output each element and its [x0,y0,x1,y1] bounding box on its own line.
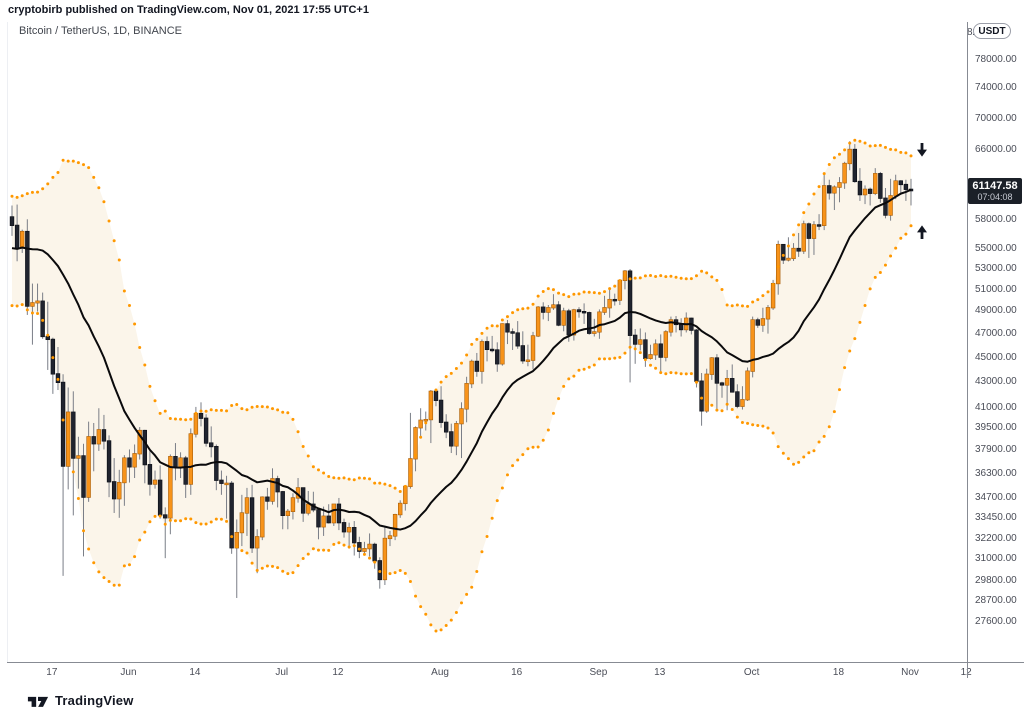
time-tick-label: 12 [332,667,344,678]
price-tick-label: 36300.00 [975,467,1017,479]
time-tick-label: 17 [46,667,58,678]
tradingview-logo-text: TradingView [55,693,134,708]
last-price-badge: 61147.58 07:04:08 [968,177,1022,204]
currency-toggle[interactable]: USDT [973,23,1011,39]
price-tick-label: 41000.00 [975,401,1017,413]
time-tick-label: 13 [654,667,666,678]
price-tick-label: 39500.00 [975,422,1017,434]
time-tick-label: 18 [832,667,845,678]
price-axis-separator [967,22,968,678]
chart-canvas[interactable] [8,22,968,662]
time-tick-label: 14 [189,667,201,678]
time-tick-label: Jun [120,667,137,678]
time-tick-label: Aug [431,667,449,678]
arrow-up-icon [914,224,930,240]
price-tick-label: 43000.00 [975,376,1017,388]
publish-attribution: cryptobirb published on TradingView.com,… [8,4,369,16]
price-tick-label: 49000.00 [975,305,1017,317]
price-axis[interactable]: USDT 61147.58 07:04:08 82000.0078000.007… [967,22,1024,662]
price-tick-label: 31000.00 [975,553,1017,565]
time-tick-label: Oct [743,667,760,678]
last-price: 61147.58 [972,179,1018,192]
tradingview-logo[interactable]: TradingView [27,693,134,708]
price-tick-label: 58000.00 [975,214,1017,226]
price-tick-label: 34700.00 [975,492,1017,504]
time-tick-label: Jul [275,667,289,678]
price-tick-label: 33450.00 [975,512,1017,523]
price-tick-label: 66000.00 [975,144,1017,156]
price-tick-label: 28700.00 [975,594,1017,606]
tradingview-logo-icon [27,696,49,707]
time-tick-label: Nov [901,667,919,678]
chart-pane[interactable]: Bitcoin / TetherUS, 1D, BINANCE [7,22,968,662]
time-tick-label: Sep [589,667,608,678]
price-tick-label: 27600.00 [975,616,1017,627]
price-tick-label: 45000.00 [975,351,1017,363]
bar-countdown: 07:04:08 [977,191,1013,202]
price-tick-label: 29800.00 [975,574,1017,586]
price-tick-label: 74000.00 [975,82,1017,94]
price-tick-label: 51000.00 [975,283,1017,295]
price-tick-label: 32200.00 [975,532,1017,544]
time-axis-separator [7,662,1024,663]
time-axis[interactable]: 17 Jun 14 Jul 12 Aug 16 Sep 13 Oct 18 Nov 12 [0,663,1024,679]
price-tick-label: 47000.00 [975,328,1017,340]
price-tick-label: 37900.00 [975,444,1017,456]
symbol-title: Bitcoin / TetherUS, 1D, BINANCE [19,25,183,37]
price-tick-label: 78000.00 [975,54,1017,65]
price-tick-label: 55000.00 [975,242,1017,254]
time-tick-label: 16 [511,667,523,678]
price-tick-label: 53000.00 [975,263,1017,275]
price-tick-label: 70000.00 [975,112,1017,124]
arrow-down-icon [914,142,930,158]
time-tick-label: 12 [961,667,972,678]
